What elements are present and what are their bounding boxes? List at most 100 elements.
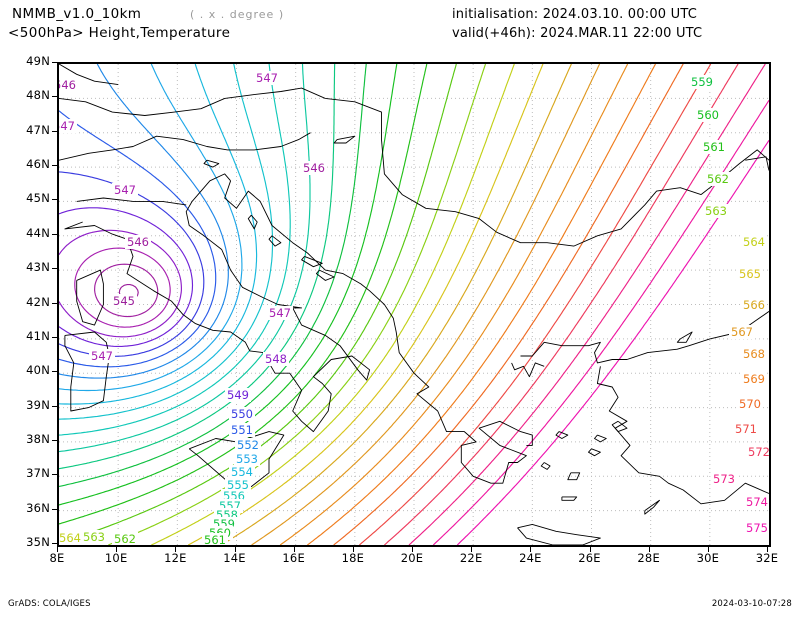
ytick-mark: [52, 233, 57, 235]
ytick-label-48N: 48N: [26, 88, 50, 103]
contour-label: 565: [739, 267, 761, 281]
xtick-mark: [471, 547, 473, 552]
grads-credit: GrADS: COLA/IGES: [8, 599, 91, 609]
ytick-mark: [52, 130, 57, 132]
contour-label: 545: [113, 294, 135, 308]
xtick-mark: [57, 547, 58, 552]
initialisation-time: initialisation: 2024.03.10. 00:00 UTC: [452, 7, 697, 22]
xtick-mark: [234, 547, 236, 552]
xtick-label-26E: 26E: [578, 551, 601, 565]
contour-label: 567: [731, 325, 753, 339]
units-annotation: ( . x . degree ): [190, 8, 285, 21]
ytick-mark: [52, 371, 57, 373]
ytick-label-37N: 37N: [26, 466, 50, 481]
contour-565: [187, 64, 544, 545]
contour-554: [59, 64, 258, 405]
xtick-mark: [589, 547, 591, 552]
contour-553: [59, 64, 243, 392]
contour-label: 548: [265, 352, 287, 366]
contour-label: 575: [746, 521, 768, 535]
xtick-mark: [767, 547, 768, 552]
contour-label: 571: [735, 422, 757, 436]
xtick-label-24E: 24E: [519, 551, 542, 565]
contour-label: 559: [691, 75, 713, 89]
contour-560: [59, 64, 398, 506]
contour-561: [59, 64, 428, 525]
contour-label: 547: [91, 349, 113, 363]
contour-556: [59, 64, 291, 436]
contour-label: 570: [739, 397, 761, 411]
contour-label: 562: [707, 172, 729, 186]
ytick-label-40N: 40N: [26, 363, 50, 378]
xtick-label-12E: 12E: [164, 551, 187, 565]
ytick-label-42N: 42N: [26, 294, 50, 309]
xtick-mark: [293, 547, 295, 552]
ytick-mark: [52, 405, 57, 407]
ytick-label-47N: 47N: [26, 122, 50, 137]
contour-label: 547: [59, 119, 75, 133]
ytick-mark: [52, 439, 57, 441]
contour-label: 568: [743, 347, 765, 361]
contour-label: 563: [705, 204, 727, 218]
contour-label: 555: [227, 478, 249, 492]
ytick-label-46N: 46N: [26, 157, 50, 172]
xtick-label-28E: 28E: [637, 551, 660, 565]
xtick-label-16E: 16E: [282, 551, 305, 565]
contour-557: [59, 64, 311, 453]
contour-558: [59, 64, 336, 470]
xtick-mark: [707, 547, 709, 552]
xtick-label-20E: 20E: [400, 551, 424, 565]
contour-568: [279, 64, 629, 545]
contour-548: [59, 229, 182, 338]
contour-map-plot: 5465475475475465465455475475485495505515…: [57, 62, 771, 547]
xtick-label-14E: 14E: [223, 551, 246, 565]
contour-label: 552: [237, 438, 259, 452]
ytick-mark: [52, 336, 57, 338]
contour-546: [94, 263, 159, 318]
map-canvas: 5465475475475465465455475475485495505515…: [59, 64, 769, 545]
ytick-mark: [52, 165, 57, 167]
contour-547: [74, 247, 171, 328]
xtick-label-10E: 10E: [104, 551, 128, 565]
contour-label: 546: [303, 161, 325, 175]
chart-header: NMMB_v1.0_10km ( . x . degree ) <500hPa>…: [0, 0, 800, 52]
contour-550: [59, 171, 205, 357]
contour-562: [59, 64, 457, 545]
ytick-label-36N: 36N: [26, 500, 50, 515]
ytick-label-45N: 45N: [26, 191, 50, 206]
valid-time: valid(+46h): 2024.MAR.11 22:00 UTC: [452, 26, 703, 41]
ytick-label-35N: 35N: [26, 535, 50, 549]
xtick-mark: [352, 547, 354, 552]
contour-567: [251, 64, 601, 545]
ytick-mark: [52, 62, 57, 63]
coastlines: [59, 64, 769, 545]
level-field-title: <500hPa> Height,Temperature: [8, 25, 231, 41]
contour-570: [333, 64, 684, 545]
xtick-label-8E: 8E: [49, 551, 65, 565]
ytick-label-39N: 39N: [26, 397, 50, 412]
contour-label: 549: [227, 388, 249, 402]
contour-label: 553: [236, 452, 258, 466]
contour-lines: [59, 64, 769, 545]
contour-label: 563: [83, 530, 105, 544]
contour-label: 564: [59, 531, 81, 545]
contour-label: 561: [204, 533, 226, 545]
contour-566: [220, 64, 572, 545]
contour-label: 569: [743, 372, 765, 386]
contour-571: [359, 64, 712, 545]
xtick-label-30E: 30E: [696, 551, 720, 565]
xtick-mark: [175, 547, 177, 552]
contour-label: 546: [127, 235, 149, 249]
contour-563: [108, 64, 487, 545]
contour-551: [59, 110, 217, 368]
xtick-mark: [530, 547, 532, 552]
xtick-mark: [648, 547, 650, 552]
xtick-mark: [412, 547, 413, 552]
contour-label: 574: [746, 495, 768, 509]
xtick-mark: [116, 547, 118, 552]
contour-559: [59, 64, 367, 488]
render-timestamp: 2024-03-10-07:28: [711, 599, 792, 609]
ytick-mark: [52, 474, 57, 476]
contour-labels: 5465475475475465465455475475485495505515…: [59, 71, 769, 545]
contour-label: 562: [114, 532, 136, 545]
